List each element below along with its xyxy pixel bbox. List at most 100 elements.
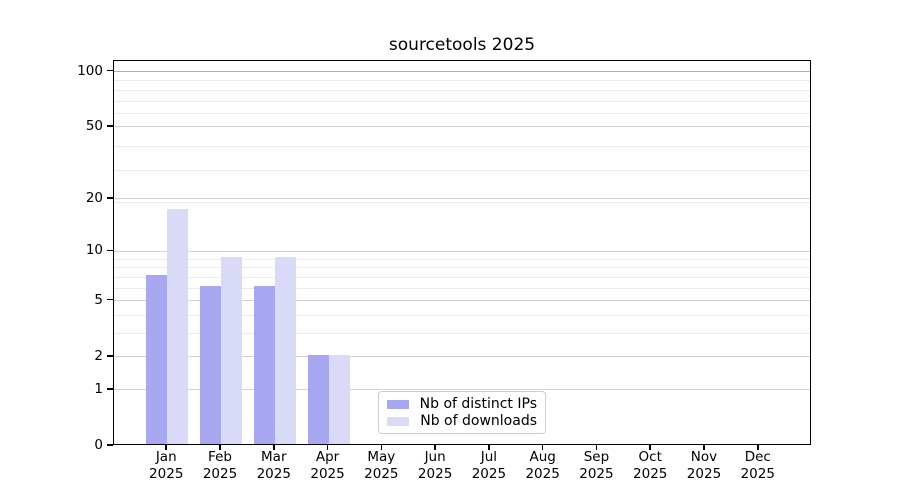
x-tick-mark <box>434 445 436 450</box>
gridline-major <box>114 71 810 73</box>
y-tick-mark <box>107 444 113 446</box>
legend-item-distinct-ips: Nb of distinct IPs <box>387 396 537 412</box>
x-tick-month: Dec <box>744 449 771 465</box>
x-tick-mark <box>595 445 598 450</box>
x-tick-month: Mar <box>261 449 287 465</box>
gridline-minor <box>114 258 810 260</box>
gridline-minor <box>114 169 810 171</box>
y-tick-mark <box>107 197 113 199</box>
gridline-minor <box>114 267 810 269</box>
x-tick-year: 2025 <box>633 466 668 482</box>
x-tick-year: 2025 <box>202 466 238 482</box>
x-tick-year: 2025 <box>149 466 184 482</box>
x-tick-month: Oct <box>638 449 662 465</box>
bar-jan-series0 <box>146 275 168 444</box>
x-tick-mark <box>649 445 651 450</box>
x-tick-month: Sep <box>583 449 610 465</box>
x-tick-year: 2025 <box>256 466 291 482</box>
x-tick-label: Jun 2025 <box>406 449 464 483</box>
gridline-minor <box>114 89 810 91</box>
gridline-minor <box>114 202 810 204</box>
x-tick-mark <box>488 445 490 450</box>
x-tick-mark <box>380 445 383 450</box>
x-tick-mark <box>541 445 544 450</box>
legend-swatch-downloads <box>387 416 410 426</box>
x-tick-label: Apr 2025 <box>299 449 357 483</box>
legend: Nb of distinct IPs Nb of downloads <box>378 391 546 434</box>
x-tick-label: Oct 2025 <box>621 449 679 483</box>
x-tick-label: Sep 2025 <box>567 449 625 483</box>
y-tick-mark <box>107 387 113 390</box>
legend-item-downloads: Nb of downloads <box>387 413 537 429</box>
x-tick-label: Dec 2025 <box>729 449 787 483</box>
y-tick-mark <box>107 355 113 357</box>
gridline-minor <box>114 146 810 148</box>
y-tick-mark <box>107 69 113 72</box>
chart-title: sourcetools 2025 <box>388 35 536 55</box>
x-tick-year: 2025 <box>525 466 560 482</box>
y-tick-mark <box>107 249 113 252</box>
y-tick-label: 1 <box>94 380 103 397</box>
x-tick-month: Aug <box>529 449 556 465</box>
x-tick-year: 2025 <box>740 466 775 482</box>
bar-apr-series0 <box>307 354 329 444</box>
gridline-minor <box>114 287 810 289</box>
gridline-major <box>114 198 810 200</box>
y-tick-label: 50 <box>85 117 103 134</box>
x-tick-mark <box>703 445 705 450</box>
x-tick-label: Nov 2025 <box>675 449 733 483</box>
bar-feb-series1 <box>221 257 242 444</box>
legend-label-distinct-ips: Nb of distinct IPs <box>419 396 537 412</box>
x-tick-label: Jul 2025 <box>460 449 518 483</box>
x-tick-year: 2025 <box>364 466 399 482</box>
x-tick-month: Nov <box>690 449 718 465</box>
gridline-minor <box>114 100 810 102</box>
x-tick-label: Aug 2025 <box>514 449 572 483</box>
x-tick-year: 2025 <box>310 466 345 482</box>
y-tick-label: 100 <box>77 62 103 79</box>
x-tick-mark <box>219 445 221 450</box>
y-tick-label: 2 <box>94 347 103 364</box>
bar-jan-series1 <box>167 209 189 444</box>
gridline-major <box>114 356 810 358</box>
gridline-major <box>114 300 810 302</box>
gridline-major <box>114 250 810 252</box>
x-tick-month: Jan <box>155 449 177 465</box>
x-tick-month: Feb <box>208 449 232 465</box>
bar-mar-series0 <box>253 286 275 444</box>
y-tick-label: 10 <box>85 242 103 259</box>
x-tick-label: Feb 2025 <box>191 449 249 483</box>
x-tick-label: Jan 2025 <box>137 449 195 483</box>
x-tick-month: Apr <box>315 449 340 465</box>
legend-swatch-distinct-ips <box>387 399 409 409</box>
gridline-minor <box>114 80 810 82</box>
y-tick-mark <box>107 298 113 301</box>
plot-area <box>113 60 811 445</box>
x-tick-mark <box>756 445 759 450</box>
gridline-minor <box>114 276 810 278</box>
bar-mar-series1 <box>274 257 296 444</box>
y-tick-label: 0 <box>94 437 103 453</box>
gridline-minor <box>114 314 810 316</box>
x-tick-mark <box>326 445 329 450</box>
x-tick-month: Jun <box>424 449 446 465</box>
y-tick-label: 5 <box>94 291 103 308</box>
x-tick-label: May 2025 <box>352 449 410 483</box>
x-tick-month: May <box>367 449 396 465</box>
x-tick-label: Mar 2025 <box>245 449 303 483</box>
y-tick-label: 20 <box>85 189 103 206</box>
x-tick-year: 2025 <box>579 466 614 482</box>
x-tick-month: Jul <box>480 449 498 465</box>
gridline-minor <box>114 333 810 335</box>
gridline-major <box>114 126 810 128</box>
x-tick-year: 2025 <box>471 466 507 482</box>
y-tick-mark <box>107 125 113 127</box>
x-tick-mark <box>272 445 275 450</box>
gridline-major <box>114 389 810 391</box>
bar-apr-series1 <box>328 354 350 444</box>
bar-feb-series0 <box>200 286 221 444</box>
gridline-minor <box>114 113 810 115</box>
legend-label-downloads: Nb of downloads <box>420 413 537 429</box>
x-tick-year: 2025 <box>686 466 722 482</box>
